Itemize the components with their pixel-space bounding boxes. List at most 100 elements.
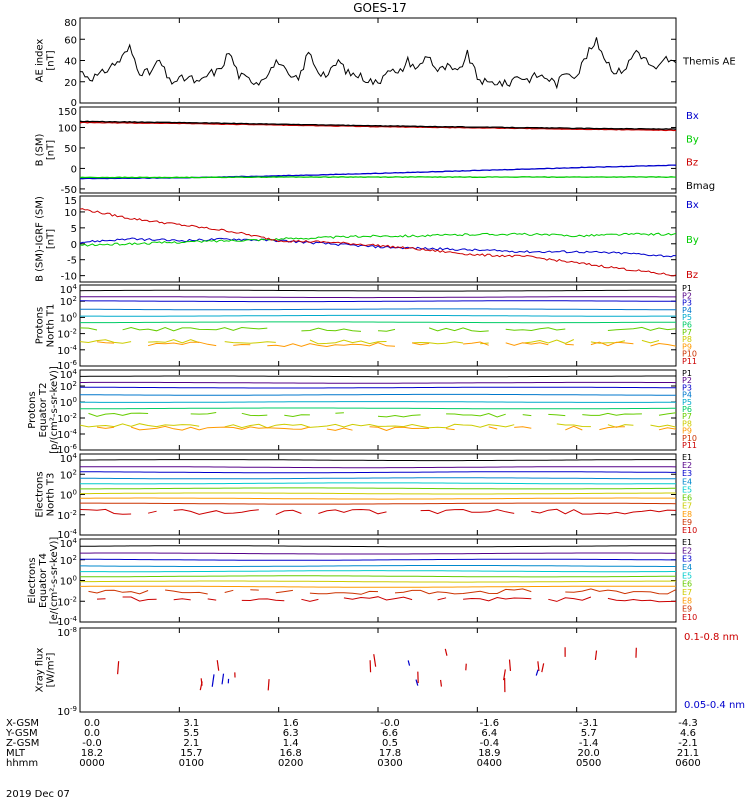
series-line-by [80,232,676,247]
legend-item: E2 [682,546,692,555]
series-line-p9 [96,425,676,432]
plot-area [80,37,676,90]
plot-frame [79,195,677,283]
legend-item: E5 [682,485,692,494]
xray-long-mark [216,660,220,671]
legend-item: P1 [682,369,692,378]
series-line-p3 [80,300,676,303]
ephemeris-value: 15.7 [180,748,202,759]
y-axis-label: Equator T2 [38,383,49,438]
y-axis-label: B (SM)-IGRF (SM) [35,196,46,282]
ephemeris-value: 5.5 [183,728,199,739]
panel-xray: 10-8 10-9 Xray flux [W/m²] 0.1-0.8 nm 0.05-0.… [35,626,746,718]
y-axis-label: [W/m²] [46,652,57,687]
series-line-bx [80,237,676,258]
plot-area [80,375,676,432]
xray-long-mark [267,679,270,691]
y-tick-label: -50 [61,185,77,196]
legend-item: E9 [682,518,692,527]
y-tick-label: 0 [71,164,77,175]
xray-long-mark [439,679,443,687]
legend-item: E1 [682,453,692,462]
ephemeris-value: 16.8 [280,748,302,759]
legend-item: E4 [682,563,692,572]
y-axis-label: Equator T4 [38,553,49,608]
series-line-e9 [88,588,676,595]
y-axis-label: [nT] [46,229,57,249]
y-tick-label: 0 [71,98,77,109]
y-tick-label: 10-2 [57,509,77,522]
y-tick-label: -5 [67,256,77,267]
ephemeris-value: -1.6 [480,718,500,729]
plot-area [117,647,637,693]
y-tick-label: 102 [60,295,77,308]
ephemeris-row-label: X-GSM [6,718,39,729]
series-line-e3 [80,558,676,561]
ephemeris-value: 1.6 [283,718,299,729]
series-line-p8 [80,423,676,429]
ephemeris-row-label: hhmm [6,758,38,769]
y-axis-label: North T1 [46,304,57,348]
series-line-bz [80,208,676,277]
legend-item: E2 [682,461,692,470]
series-line-e6 [80,487,676,490]
legend-item: E9 [682,605,692,614]
legend-item: E8 [682,596,692,605]
series-line-p2 [80,296,676,299]
plot-frame [79,106,677,194]
legend-item: Bmag [686,181,715,192]
legend-item: P6 [682,405,692,414]
xray-short-mark [407,660,411,666]
series-line-e7 [80,492,676,495]
ephemeris-value: 0200 [278,758,303,769]
series-line-e1 [80,459,676,462]
series-line-p4 [80,393,676,396]
y-tick-label: 104 [60,452,78,465]
series-line-e8 [80,497,676,500]
legend-item: P2 [682,376,692,385]
y-axis-label: [nT] [46,50,57,70]
legend-item: Themis AE [682,57,736,68]
y-tick-label: 100 [60,311,77,324]
series-line-p5 [80,314,676,317]
y-tick-label: 60 [64,35,77,46]
y-tick-label: 10-4 [57,344,77,357]
legend-item: E5 [682,571,692,580]
y-axis-label: Electrons [35,471,46,517]
legend-item: P8 [682,419,692,428]
series-line-p9 [96,341,676,348]
series-line-p7 [80,326,676,333]
y-axis-label: North T3 [46,473,57,517]
ephemeris-value: 17.8 [379,748,401,759]
legend-item: Bx [686,111,699,122]
series-line-p2 [80,381,676,384]
ephemeris-value: 0.5 [382,738,398,749]
y-axis-label: [p/(cm²-s-sr-keV)] [49,366,60,454]
legend-item: P10 [682,434,697,443]
legend-item: P4 [682,306,692,315]
y-tick-label: 20 [64,78,77,89]
series-line-e2 [80,466,676,469]
ephemeris-value: 0400 [477,758,502,769]
plot-area [80,289,676,348]
y-tick-label: 50 [64,144,77,155]
series-line-p3 [80,386,676,389]
xray-long-mark [117,661,120,675]
legend-item: P11 [682,441,697,450]
legend-item: Bz [686,270,698,281]
series-line-bmag [80,120,676,130]
plot-area [80,545,676,603]
legend-item: E3 [682,469,692,478]
ephemeris-value: 2.1 [183,738,199,749]
y-axis-label: Protons [35,307,46,344]
series-line-e10 [80,508,676,516]
ephemeris-value: 0600 [675,758,700,769]
series-line-e3 [80,471,676,474]
y-tick-label: 102 [60,554,77,567]
ephemeris-value: 0000 [79,758,104,769]
series-line-e1 [80,545,676,548]
series-line-themis ae [80,37,676,90]
